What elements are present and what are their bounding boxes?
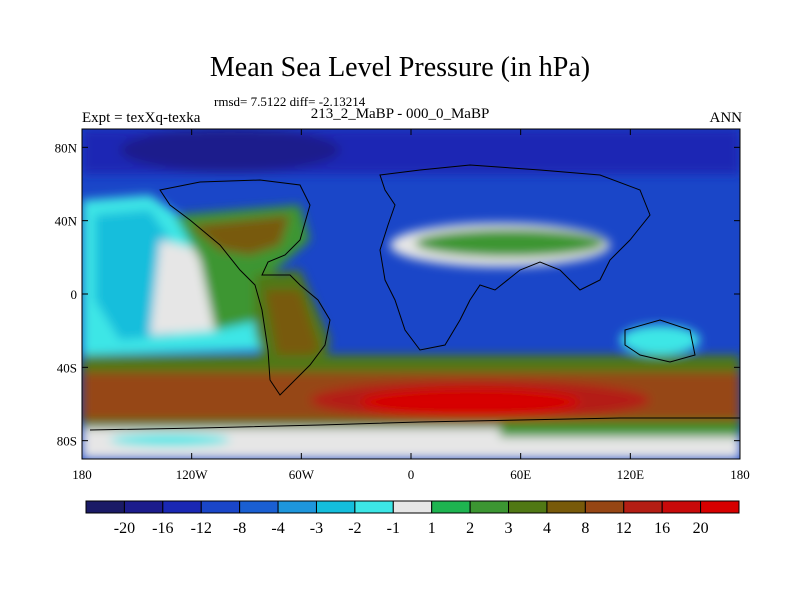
y-tick-label: 40N [55,214,78,229]
y-tick-label: 40S [57,360,77,375]
antarctic-cyan [110,434,230,446]
colorbar-label: -4 [271,520,284,537]
eurasia-green [415,229,605,257]
colorbar-swatch [354,500,394,514]
colorbar-label: -20 [114,520,135,537]
colorbar-swatch [277,500,317,514]
colorbar-swatch [546,500,586,514]
colorbar-swatch [162,500,202,514]
x-tick-label: 120W [176,467,209,482]
colorbar-label: 16 [654,520,670,537]
australia-cyan [620,325,700,355]
arctic-low-core [120,129,340,172]
colorbar-swatch [392,500,433,514]
colorbar-swatch [508,500,548,514]
colorbar-label: 1 [428,520,436,537]
axes: 180 120W 60W 0 60E 120E 180 80N 40N 0 40S 80S [55,129,750,482]
y-tick-label: 80N [55,140,78,155]
comparison-label: 213_2_MaBP - 000_0_MaBP [310,106,490,122]
y-tick-label: 80S [57,434,77,449]
colorbar-swatch [123,500,164,514]
colorbar-label: 3 [505,520,513,537]
colorbar-label: 12 [616,520,632,537]
colorbar-swatch [200,500,241,514]
colorbar-label: 8 [581,520,589,537]
colorbar-swatch [623,500,663,514]
southern-red-peak [360,389,580,415]
coast-eurasia-africa [379,164,651,351]
colorbar-label: -8 [233,520,246,537]
colorbar-label: 4 [543,520,551,537]
americas-brown [190,215,290,255]
colorbar-swatch [584,500,625,514]
colorbar-label: 2 [466,520,474,537]
pressure-field [82,129,740,459]
colorbar-swatch [700,500,740,514]
colorbar-label: -12 [191,520,212,537]
colorbar-label: 20 [693,520,709,537]
experiment-label: Expt = texXq-texka [82,110,201,126]
colorbar-swatch [85,500,125,514]
stats-text: rmsd= 7.5122 diff= -2.13214 [214,94,366,109]
x-tick-label: 60W [289,467,315,482]
colorbar-swatch [239,500,279,514]
colorbar: -20 -16 -12 -8 -4 -3 -2 -1 1 2 3 4 8 12 16 20 [85,500,740,537]
colorbar-label: -1 [387,520,400,537]
coast-americas [159,179,331,396]
x-tick-label: 180 [730,467,750,482]
period-label: ANN [709,110,743,126]
colorbar-label: -3 [310,520,323,537]
colorbar-label: -2 [348,520,361,537]
x-tick-label: 180 [72,467,92,482]
antarctic-green [500,425,740,437]
colorbar-swatch [431,500,471,514]
colorbar-label: -16 [152,520,173,537]
chart-title: Mean Sea Level Pressure (in hPa) [209,52,591,83]
south-america-brown [265,290,320,370]
x-tick-label: 0 [408,467,415,482]
colorbar-swatch [315,500,356,514]
coast-australia [624,319,696,363]
coast-antarctica [89,417,740,431]
coastlines [89,164,740,431]
x-tick-label: 60E [510,467,531,482]
x-tick-label: 120E [617,467,645,482]
colorbar-swatch [661,500,702,514]
colorbar-swatch [469,500,510,514]
y-tick-label: 0 [71,287,78,302]
